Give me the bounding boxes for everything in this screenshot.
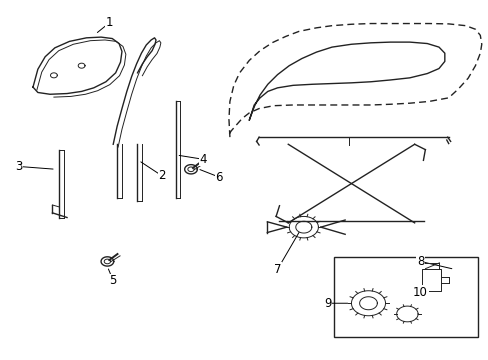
Text: 10: 10 [412,286,427,299]
Text: 8: 8 [416,255,423,268]
Text: 1: 1 [105,16,113,29]
Text: 5: 5 [109,274,117,287]
Text: 9: 9 [324,297,331,310]
Text: 4: 4 [199,153,206,166]
Text: 3: 3 [15,160,22,173]
Text: 6: 6 [215,171,223,184]
Text: 2: 2 [158,169,165,182]
FancyBboxPatch shape [334,257,477,337]
Text: 7: 7 [273,263,281,276]
